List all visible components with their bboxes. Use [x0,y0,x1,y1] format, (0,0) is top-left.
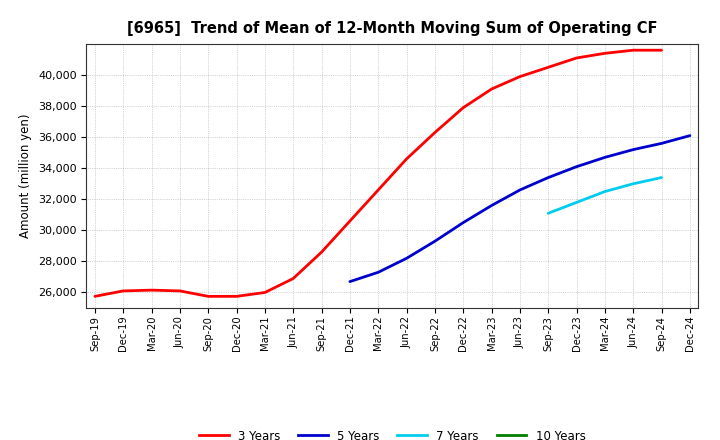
5 Years [402,256,411,261]
5 Years [572,164,581,169]
3 Years [629,48,637,53]
5 Years [544,175,552,180]
Legend: 3 Years, 5 Years, 7 Years, 10 Years: 3 Years, 5 Years, 7 Years, 10 Years [194,425,590,440]
5 Years [516,187,524,193]
5 Years [685,133,694,138]
3 Years [91,294,99,299]
3 Years [657,48,666,53]
5 Years [629,147,637,152]
Y-axis label: Amount (million yen): Amount (million yen) [19,114,32,238]
3 Years [289,276,297,281]
5 Years [487,203,496,208]
3 Years [261,290,269,295]
3 Years [459,105,467,110]
7 Years [600,189,609,194]
5 Years [346,279,354,284]
5 Years [431,238,439,244]
7 Years [544,211,552,216]
3 Years [119,288,127,293]
Line: 5 Years: 5 Years [350,136,690,282]
3 Years [431,130,439,135]
5 Years [657,141,666,146]
3 Years [204,294,212,299]
3 Years [487,86,496,92]
3 Years [516,74,524,79]
7 Years [657,175,666,180]
3 Years [572,55,581,61]
3 Years [544,65,552,70]
3 Years [318,249,326,255]
Line: 7 Years: 7 Years [548,178,662,213]
3 Years [346,218,354,224]
7 Years [572,200,581,205]
3 Years [374,187,382,193]
3 Years [233,294,241,299]
5 Years [374,270,382,275]
3 Years [176,288,184,293]
Line: 3 Years: 3 Years [95,50,662,297]
7 Years [629,181,637,187]
3 Years [600,51,609,56]
5 Years [459,220,467,225]
5 Years [600,155,609,160]
3 Years [402,156,411,161]
3 Years [148,287,156,293]
Title: [6965]  Trend of Mean of 12-Month Moving Sum of Operating CF: [6965] Trend of Mean of 12-Month Moving … [127,21,657,36]
